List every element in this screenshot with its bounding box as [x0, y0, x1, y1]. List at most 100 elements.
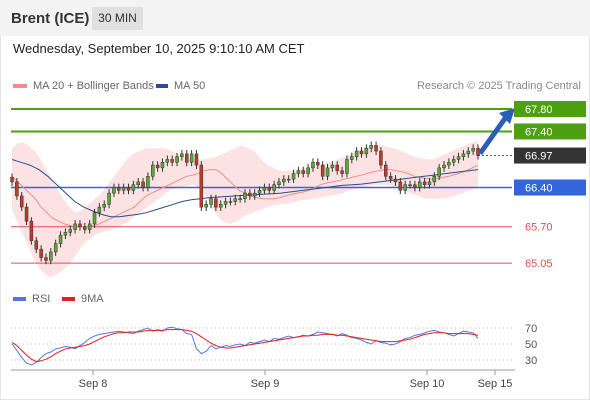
- legend-ma50-swatch: [156, 84, 168, 88]
- candle-body: [170, 159, 174, 163]
- x-label-sep-8: Sep 8: [79, 378, 108, 390]
- forecast-arrow-head: [499, 108, 515, 125]
- candle-body: [228, 201, 233, 203]
- candle-body: [442, 164, 446, 169]
- candle-body: [117, 187, 121, 191]
- legend-rsi-ma-label: 9MA: [81, 293, 104, 305]
- candle-body: [19, 195, 24, 208]
- candle-body: [432, 176, 437, 183]
- candle-body: [398, 181, 403, 191]
- candle-body: [393, 178, 398, 183]
- legend-rsi-ma-swatch: [62, 297, 75, 301]
- candle-body: [374, 145, 378, 152]
- candle-body: [44, 257, 48, 261]
- candle-body: [456, 156, 461, 160]
- candle-body: [466, 150, 471, 155]
- candle-body: [286, 178, 291, 181]
- candle-body: [340, 170, 344, 174]
- candle-body: [447, 162, 451, 166]
- candle-body: [10, 177, 14, 183]
- candle-body: [437, 167, 441, 177]
- candle-body: [218, 204, 223, 208]
- level-label-67.80: 67.80: [525, 104, 553, 116]
- legend-ma50: MA 50: [156, 80, 205, 92]
- candle-body: [78, 223, 82, 227]
- candle-body: [151, 164, 155, 177]
- candle-body: [155, 164, 160, 169]
- candle-body: [408, 184, 412, 186]
- candle-body: [146, 176, 150, 188]
- candle-body: [63, 232, 68, 236]
- legend-bollinger-label: MA 20 + Bollinger Bands: [33, 80, 154, 92]
- timeframe-badge[interactable]: 30 MIN: [92, 7, 143, 30]
- legend-rsi: RSI: [13, 293, 50, 305]
- legend-rsi-ma: 9MA: [62, 293, 104, 305]
- candle-body: [165, 159, 170, 163]
- level-label-65.05: 65.05: [525, 258, 553, 270]
- candle-body: [15, 181, 19, 197]
- candle-body: [296, 170, 301, 174]
- legend-rsi-swatch: [13, 297, 26, 301]
- level-tag-67.40: [514, 123, 586, 140]
- x-label-sep-10: Sep 10: [410, 378, 445, 390]
- candle-body: [121, 187, 126, 191]
- candle-body: [102, 204, 106, 208]
- candle-body: [184, 153, 189, 163]
- candle-body: [243, 192, 247, 199]
- candle-body: [413, 184, 417, 188]
- candle-body: [204, 204, 208, 208]
- level-tag-67.80: [514, 101, 586, 118]
- candle-body: [83, 226, 87, 230]
- candle-body: [39, 248, 43, 258]
- candle-body: [262, 187, 267, 191]
- x-label-sep-9: Sep 9: [251, 378, 280, 390]
- candle-body: [189, 153, 194, 163]
- candle-body: [311, 162, 315, 169]
- level-tag-66.40: [514, 179, 586, 196]
- candle-body: [49, 251, 53, 261]
- rsi-tick-30: 30: [525, 355, 537, 367]
- candle-body: [330, 164, 335, 169]
- candle-body: [29, 220, 34, 242]
- candle-body: [417, 181, 422, 188]
- candle-body: [194, 153, 199, 166]
- candle-body: [141, 181, 145, 188]
- candle-body: [209, 198, 213, 205]
- level-tag-66.97: [514, 147, 586, 164]
- candle-body: [92, 212, 97, 225]
- candle-body: [97, 206, 102, 213]
- x-label-sep-15: Sep 15: [478, 378, 513, 390]
- candle-body: [320, 164, 325, 177]
- candle-body: [277, 181, 281, 185]
- candle-body: [199, 164, 204, 208]
- research-credit: Research © 2025 Trading Central: [416, 80, 581, 92]
- chart-header: Brent (ICE) 30 MIN: [0, 0, 590, 36]
- legend-rsi-label: RSI: [32, 293, 51, 305]
- rsi-ma-line: [11, 329, 479, 363]
- candle-body: [180, 153, 184, 157]
- candle-body: [24, 206, 29, 222]
- legend-ma50-label: MA 50: [174, 80, 206, 92]
- candle-body: [335, 164, 339, 171]
- candle-body: [306, 167, 310, 174]
- candle-body: [175, 156, 179, 163]
- candle-body: [34, 240, 39, 250]
- candle-body: [160, 162, 165, 169]
- candle-body: [87, 223, 92, 230]
- candle-body: [369, 145, 373, 149]
- candle-body: [354, 150, 359, 157]
- candle-body: [112, 187, 116, 194]
- candle-body: [248, 192, 252, 197]
- candle-body: [350, 156, 354, 160]
- candle-body: [451, 159, 456, 163]
- candle-body: [73, 223, 77, 230]
- candle-body: [388, 176, 393, 180]
- candle-body: [471, 148, 475, 152]
- candle-body: [126, 187, 131, 191]
- candle-body: [267, 187, 272, 191]
- instrument-title: Brent (ICE): [11, 10, 90, 27]
- candle-body: [461, 153, 466, 157]
- level-label-66.40: 66.40: [525, 183, 553, 195]
- candle-body: [359, 150, 364, 155]
